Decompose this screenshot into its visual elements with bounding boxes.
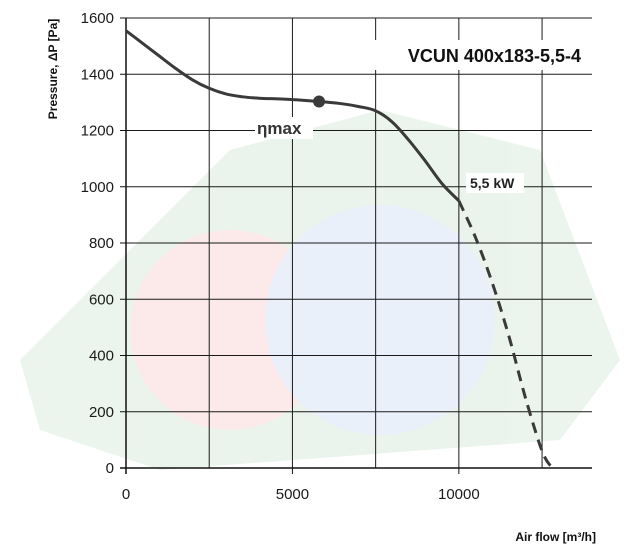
- y-tick-label: 600: [89, 291, 114, 308]
- performance-curve: [125, 29, 554, 469]
- x-tick-label: 0: [122, 486, 130, 503]
- y-tick-label: 400: [89, 348, 114, 365]
- x-tick-label: 5000: [276, 486, 309, 503]
- y-tick-label: 1200: [81, 123, 114, 140]
- eta-max-point: [313, 95, 326, 108]
- power-label: 5,5 kW: [470, 175, 515, 191]
- y-tick-label: 200: [89, 404, 114, 421]
- eta-label-background: [255, 117, 313, 139]
- x-tick-label: 10000: [438, 486, 480, 503]
- x-axis-label: Air flow [m³/h]: [515, 530, 596, 544]
- eta-max-label: ηmax: [257, 119, 302, 138]
- model-title-background: [372, 40, 586, 70]
- y-tick-label: 1000: [81, 179, 114, 196]
- curve-dashed-segment: [457, 200, 554, 469]
- curve-solid-segment: [125, 29, 460, 202]
- watermark-logo: [20, 110, 620, 470]
- y-tick-label: 800: [89, 235, 114, 252]
- y-tick-label: 1600: [81, 10, 114, 27]
- plot-axes: [120, 17, 592, 474]
- y-tick-labels: 0 200 400 600 800 1000 1200 1400 1600: [81, 10, 114, 477]
- power-label-background: [466, 173, 524, 193]
- x-tick-labels: 0 5000 10000: [122, 486, 480, 503]
- y-tick-label: 0: [106, 460, 114, 477]
- y-axis-label: Pressure, ΔP [Pa]: [46, 19, 60, 119]
- model-title: VCUN 400x183-5,5-4: [408, 46, 581, 66]
- y-tick-label: 1400: [81, 66, 114, 83]
